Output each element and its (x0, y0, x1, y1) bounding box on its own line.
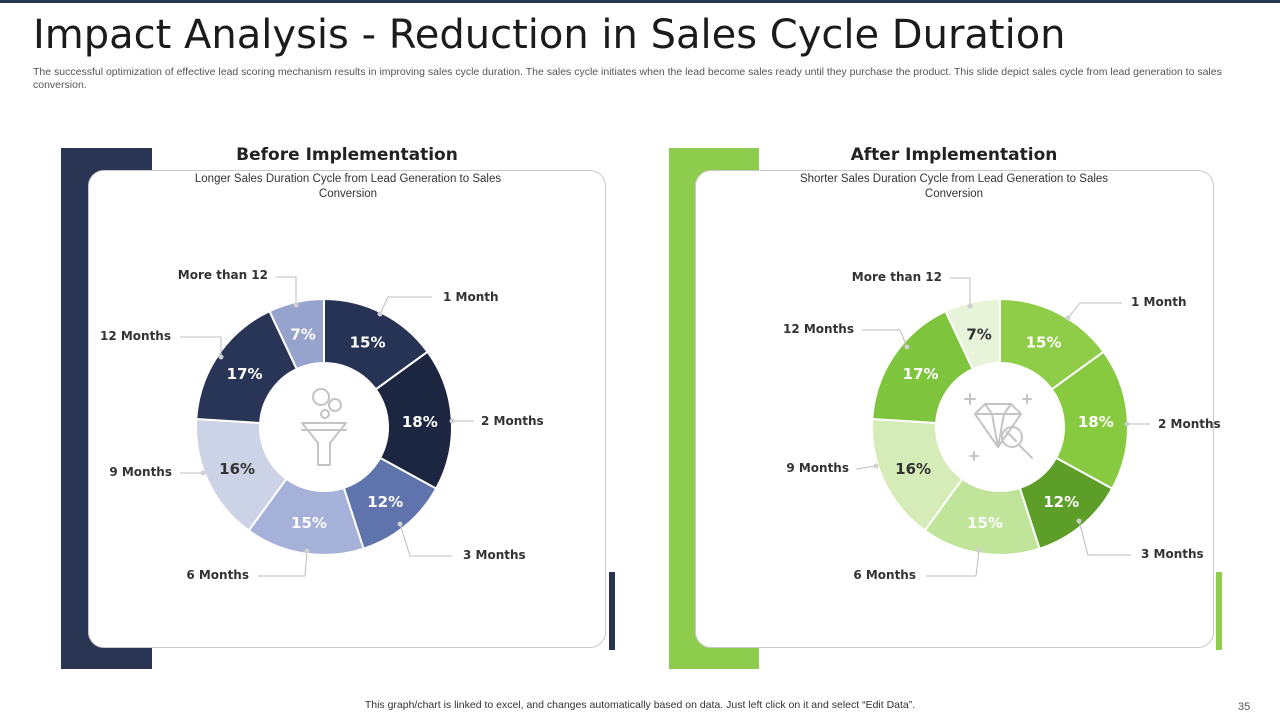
after-value-label-0: 15% (1026, 333, 1062, 351)
before-slice-1 (374, 350, 453, 491)
before-leader-dot-3 (304, 548, 310, 554)
after-category-label-6: More than 12 (852, 270, 942, 284)
before-category-label-1: 2 Months (481, 414, 544, 428)
footer-note: This graph/chart is linked to excel, and… (364, 699, 916, 711)
diamond-magnifier-icon (964, 393, 1033, 461)
before-category-label-5: 12 Months (100, 329, 171, 343)
before-value-label-2: 12% (367, 493, 403, 511)
before-value-label-0: 15% (350, 333, 386, 351)
before-leader-dot-1 (449, 418, 455, 424)
before-side-strip (609, 572, 615, 650)
after-category-label-0: 1 Month (1131, 295, 1187, 309)
before-leader-dot-0 (377, 311, 383, 317)
after-leader-dot-1 (1124, 421, 1130, 427)
before-panel-title: Before Implementation (236, 145, 458, 165)
after-value-label-2: 12% (1043, 493, 1079, 511)
after-leader-dot-3 (976, 547, 982, 553)
after-donut-chart: 15% 18% 12% 15% 16% 17% 7% 1 Month 2 Months 3 Mon… (783, 270, 1221, 582)
funnel-icon (301, 388, 347, 466)
after-leader-line-6 (950, 277, 971, 306)
before-leader-dot-5 (218, 354, 224, 360)
after-category-label-5: 12 Months (783, 322, 854, 336)
before-panel-desc: Longer Sales Duration Cycle from Lead Ge… (194, 173, 502, 200)
after-value-label-5: 17% (903, 365, 939, 383)
page-subtitle: The successful optimization of effective… (33, 66, 1222, 91)
after-leader-dot-6 (967, 303, 973, 309)
after-leader-dot-0 (1065, 315, 1071, 321)
before-leader-line-6 (276, 276, 297, 305)
before-value-label-5: 17% (227, 365, 263, 383)
after-category-label-1: 2 Months (1158, 417, 1221, 431)
after-slice-1 (1050, 350, 1129, 491)
after-leader-line-3 (926, 549, 980, 577)
before-leader-line-5 (180, 336, 222, 357)
after-leader-dot-5 (904, 344, 910, 350)
after-leader-line-4 (855, 465, 877, 470)
before-leader-line-0 (379, 296, 432, 315)
before-value-label-6: 7% (290, 325, 315, 343)
before-leader-line-2 (399, 523, 452, 557)
after-panel-title: After Implementation (850, 145, 1058, 165)
after-value-label-1: 18% (1078, 413, 1114, 431)
after-category-label-3: 6 Months (853, 568, 916, 582)
before-value-label-4: 16% (219, 460, 255, 478)
after-panel-desc: Shorter Sales Duration Cycle from Lead G… (799, 173, 1109, 200)
after-slice-6 (944, 297, 1001, 371)
after-side-strip (1216, 572, 1222, 650)
before-value-label-1: 18% (402, 413, 438, 431)
before-category-label-2: 3 Months (463, 548, 526, 562)
before-leader-line-3 (258, 550, 308, 577)
page-title: Impact Analysis - Reduction in Sales Cyc… (33, 12, 1066, 58)
after-leader-line-5 (862, 329, 908, 348)
after-category-label-4: 9 Months (786, 461, 849, 475)
before-category-label-6: More than 12 (178, 268, 268, 282)
after-leader-dot-2 (1076, 518, 1082, 524)
after-category-label-2: 3 Months (1141, 547, 1204, 561)
top-rule (0, 0, 1280, 3)
after-value-label-6: 7% (966, 325, 991, 343)
before-category-label-0: 1 Month (443, 290, 499, 304)
after-value-label-3: 15% (967, 514, 1003, 532)
before-card (88, 170, 606, 648)
after-leader-line-2 (1078, 520, 1131, 556)
page-number: 35 (1238, 701, 1251, 713)
before-slice-6 (268, 297, 325, 371)
before-leader-dot-6 (293, 302, 299, 308)
after-value-label-4: 16% (895, 460, 931, 478)
before-value-label-3: 15% (291, 514, 327, 532)
after-leader-line-0 (1067, 302, 1122, 319)
before-leader-dot-2 (397, 521, 403, 527)
after-leader-dot-4 (873, 463, 879, 469)
before-category-label-4: 9 Months (109, 465, 172, 479)
before-category-label-3: 6 Months (186, 568, 249, 582)
before-donut-chart: 15% 18% 12% 15% 16% 17% 7% 1 Month 2 Months 3 Mon… (100, 268, 544, 582)
before-leader-dot-4 (200, 470, 206, 476)
